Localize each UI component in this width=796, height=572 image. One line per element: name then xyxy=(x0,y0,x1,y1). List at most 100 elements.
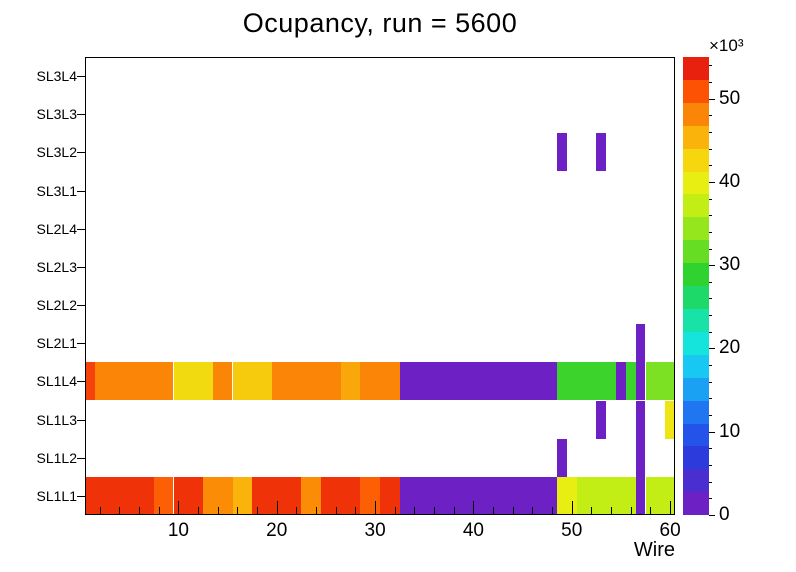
heatmap-cell xyxy=(635,438,646,477)
z-axis-minor-tick xyxy=(709,315,712,317)
z-tick-label: 50 xyxy=(719,87,741,109)
heatmap-cell xyxy=(94,362,174,401)
x-axis-minor-tick xyxy=(434,507,436,514)
x-axis-minor-tick xyxy=(316,507,318,514)
z-exponent-label: ×10³ xyxy=(709,36,744,55)
color-scale-block xyxy=(683,125,709,149)
x-axis-minor-tick xyxy=(158,507,160,514)
x-tick-label: 60 xyxy=(659,520,681,541)
x-axis-major-tick xyxy=(571,501,573,514)
z-axis-major-tick xyxy=(709,181,715,183)
x-axis-minor-tick xyxy=(198,507,200,514)
color-scale-block xyxy=(683,217,709,241)
x-axis-minor-tick xyxy=(394,507,396,514)
x-axis-minor-tick xyxy=(512,507,514,514)
z-axis-minor-tick xyxy=(709,148,712,150)
y-axis-label: SL1L1 xyxy=(36,487,77,504)
z-axis-minor-tick xyxy=(709,365,712,367)
color-scale-block xyxy=(683,354,709,378)
z-axis-minor-tick xyxy=(709,465,712,467)
heatmap-cell xyxy=(301,476,321,515)
z-tick-label: 10 xyxy=(719,420,741,442)
heatmap-cell xyxy=(321,476,361,515)
heatmap-cell xyxy=(635,324,646,363)
x-axis-title: Wire xyxy=(633,539,675,561)
y-axis-tick xyxy=(77,381,85,383)
heatmap-cell xyxy=(645,362,675,401)
y-axis-label: SL1L3 xyxy=(36,411,77,428)
color-scale-block xyxy=(683,171,709,195)
color-scale-block xyxy=(683,446,709,470)
z-axis-minor-tick xyxy=(709,298,712,300)
color-scale-block xyxy=(683,79,709,103)
x-axis-minor-tick xyxy=(650,507,652,514)
x-axis-minor-tick xyxy=(119,507,121,514)
z-tick-label: 0 xyxy=(719,504,730,525)
x-axis-minor-tick xyxy=(453,507,455,514)
color-scale xyxy=(683,57,709,516)
z-axis-minor-tick xyxy=(709,231,712,233)
heatmap-cell xyxy=(557,476,577,515)
z-axis-minor-tick xyxy=(709,115,712,117)
color-scale-block xyxy=(683,423,709,447)
chart-title: Ocupancy, run = 5600 xyxy=(242,8,518,38)
heatmap-plot-area xyxy=(85,57,675,515)
color-scale-block xyxy=(683,492,709,516)
color-scale-block xyxy=(683,57,709,80)
y-axis-label: SL1L4 xyxy=(36,373,77,390)
x-axis-minor-tick xyxy=(414,507,416,514)
heatmap-cell xyxy=(635,362,646,401)
x-axis-minor-tick xyxy=(99,507,101,514)
color-scale-block xyxy=(683,240,709,264)
heatmap-cell xyxy=(85,362,95,401)
z-tick-label: 30 xyxy=(719,254,741,276)
heatmap-cell xyxy=(173,362,213,401)
x-axis-major-tick xyxy=(276,501,278,514)
z-axis-major-tick xyxy=(709,431,715,433)
z-tick-label: 20 xyxy=(719,337,741,359)
x-axis-minor-tick xyxy=(630,507,632,514)
heatmap-cell xyxy=(252,476,302,515)
heatmap-cell xyxy=(380,476,400,515)
color-scale-block xyxy=(683,194,709,218)
heatmap-cell xyxy=(153,476,174,515)
x-axis-major-tick xyxy=(473,501,475,514)
z-axis-minor-tick xyxy=(709,481,712,483)
z-axis-minor-tick xyxy=(709,381,712,383)
x-axis-minor-tick xyxy=(257,507,259,514)
z-axis-minor-tick xyxy=(709,65,712,67)
x-axis-minor-tick xyxy=(296,507,298,514)
y-axis-tick xyxy=(77,343,85,345)
z-axis-major-tick xyxy=(709,98,715,100)
heatmap-cell xyxy=(360,476,380,515)
z-axis-major-tick xyxy=(709,515,715,516)
heatmap-cell xyxy=(596,133,607,172)
heatmap-cell xyxy=(616,362,626,401)
z-axis-major-tick xyxy=(709,265,715,267)
y-axis-label: SL3L2 xyxy=(36,144,77,161)
heatmap-cell xyxy=(665,400,675,439)
x-axis-minor-tick xyxy=(591,507,593,514)
x-axis-minor-tick xyxy=(237,507,239,514)
color-scale-block xyxy=(683,377,709,401)
y-axis-label: SL3L1 xyxy=(36,182,77,199)
y-axis-tick xyxy=(77,114,85,116)
z-axis-minor-tick xyxy=(709,331,712,333)
z-axis-minor-tick xyxy=(709,498,712,500)
y-axis-tick xyxy=(77,228,85,230)
heatmap-cell xyxy=(557,362,616,401)
z-axis-minor-tick xyxy=(709,398,712,400)
heatmap-cell xyxy=(232,476,253,515)
x-axis-major-tick xyxy=(375,501,377,514)
x-tick-label: 10 xyxy=(167,520,189,541)
heatmap-cell xyxy=(399,476,557,515)
heatmap-cell xyxy=(271,362,341,401)
x-tick-label: 30 xyxy=(364,520,386,541)
heatmap-cell xyxy=(399,362,557,401)
color-scale-block xyxy=(683,263,709,287)
heatmap-cell xyxy=(360,362,400,401)
heatmap-cell xyxy=(212,362,233,401)
x-axis-minor-tick xyxy=(355,507,357,514)
z-axis-minor-tick xyxy=(709,198,712,200)
x-axis-minor-tick xyxy=(217,507,219,514)
